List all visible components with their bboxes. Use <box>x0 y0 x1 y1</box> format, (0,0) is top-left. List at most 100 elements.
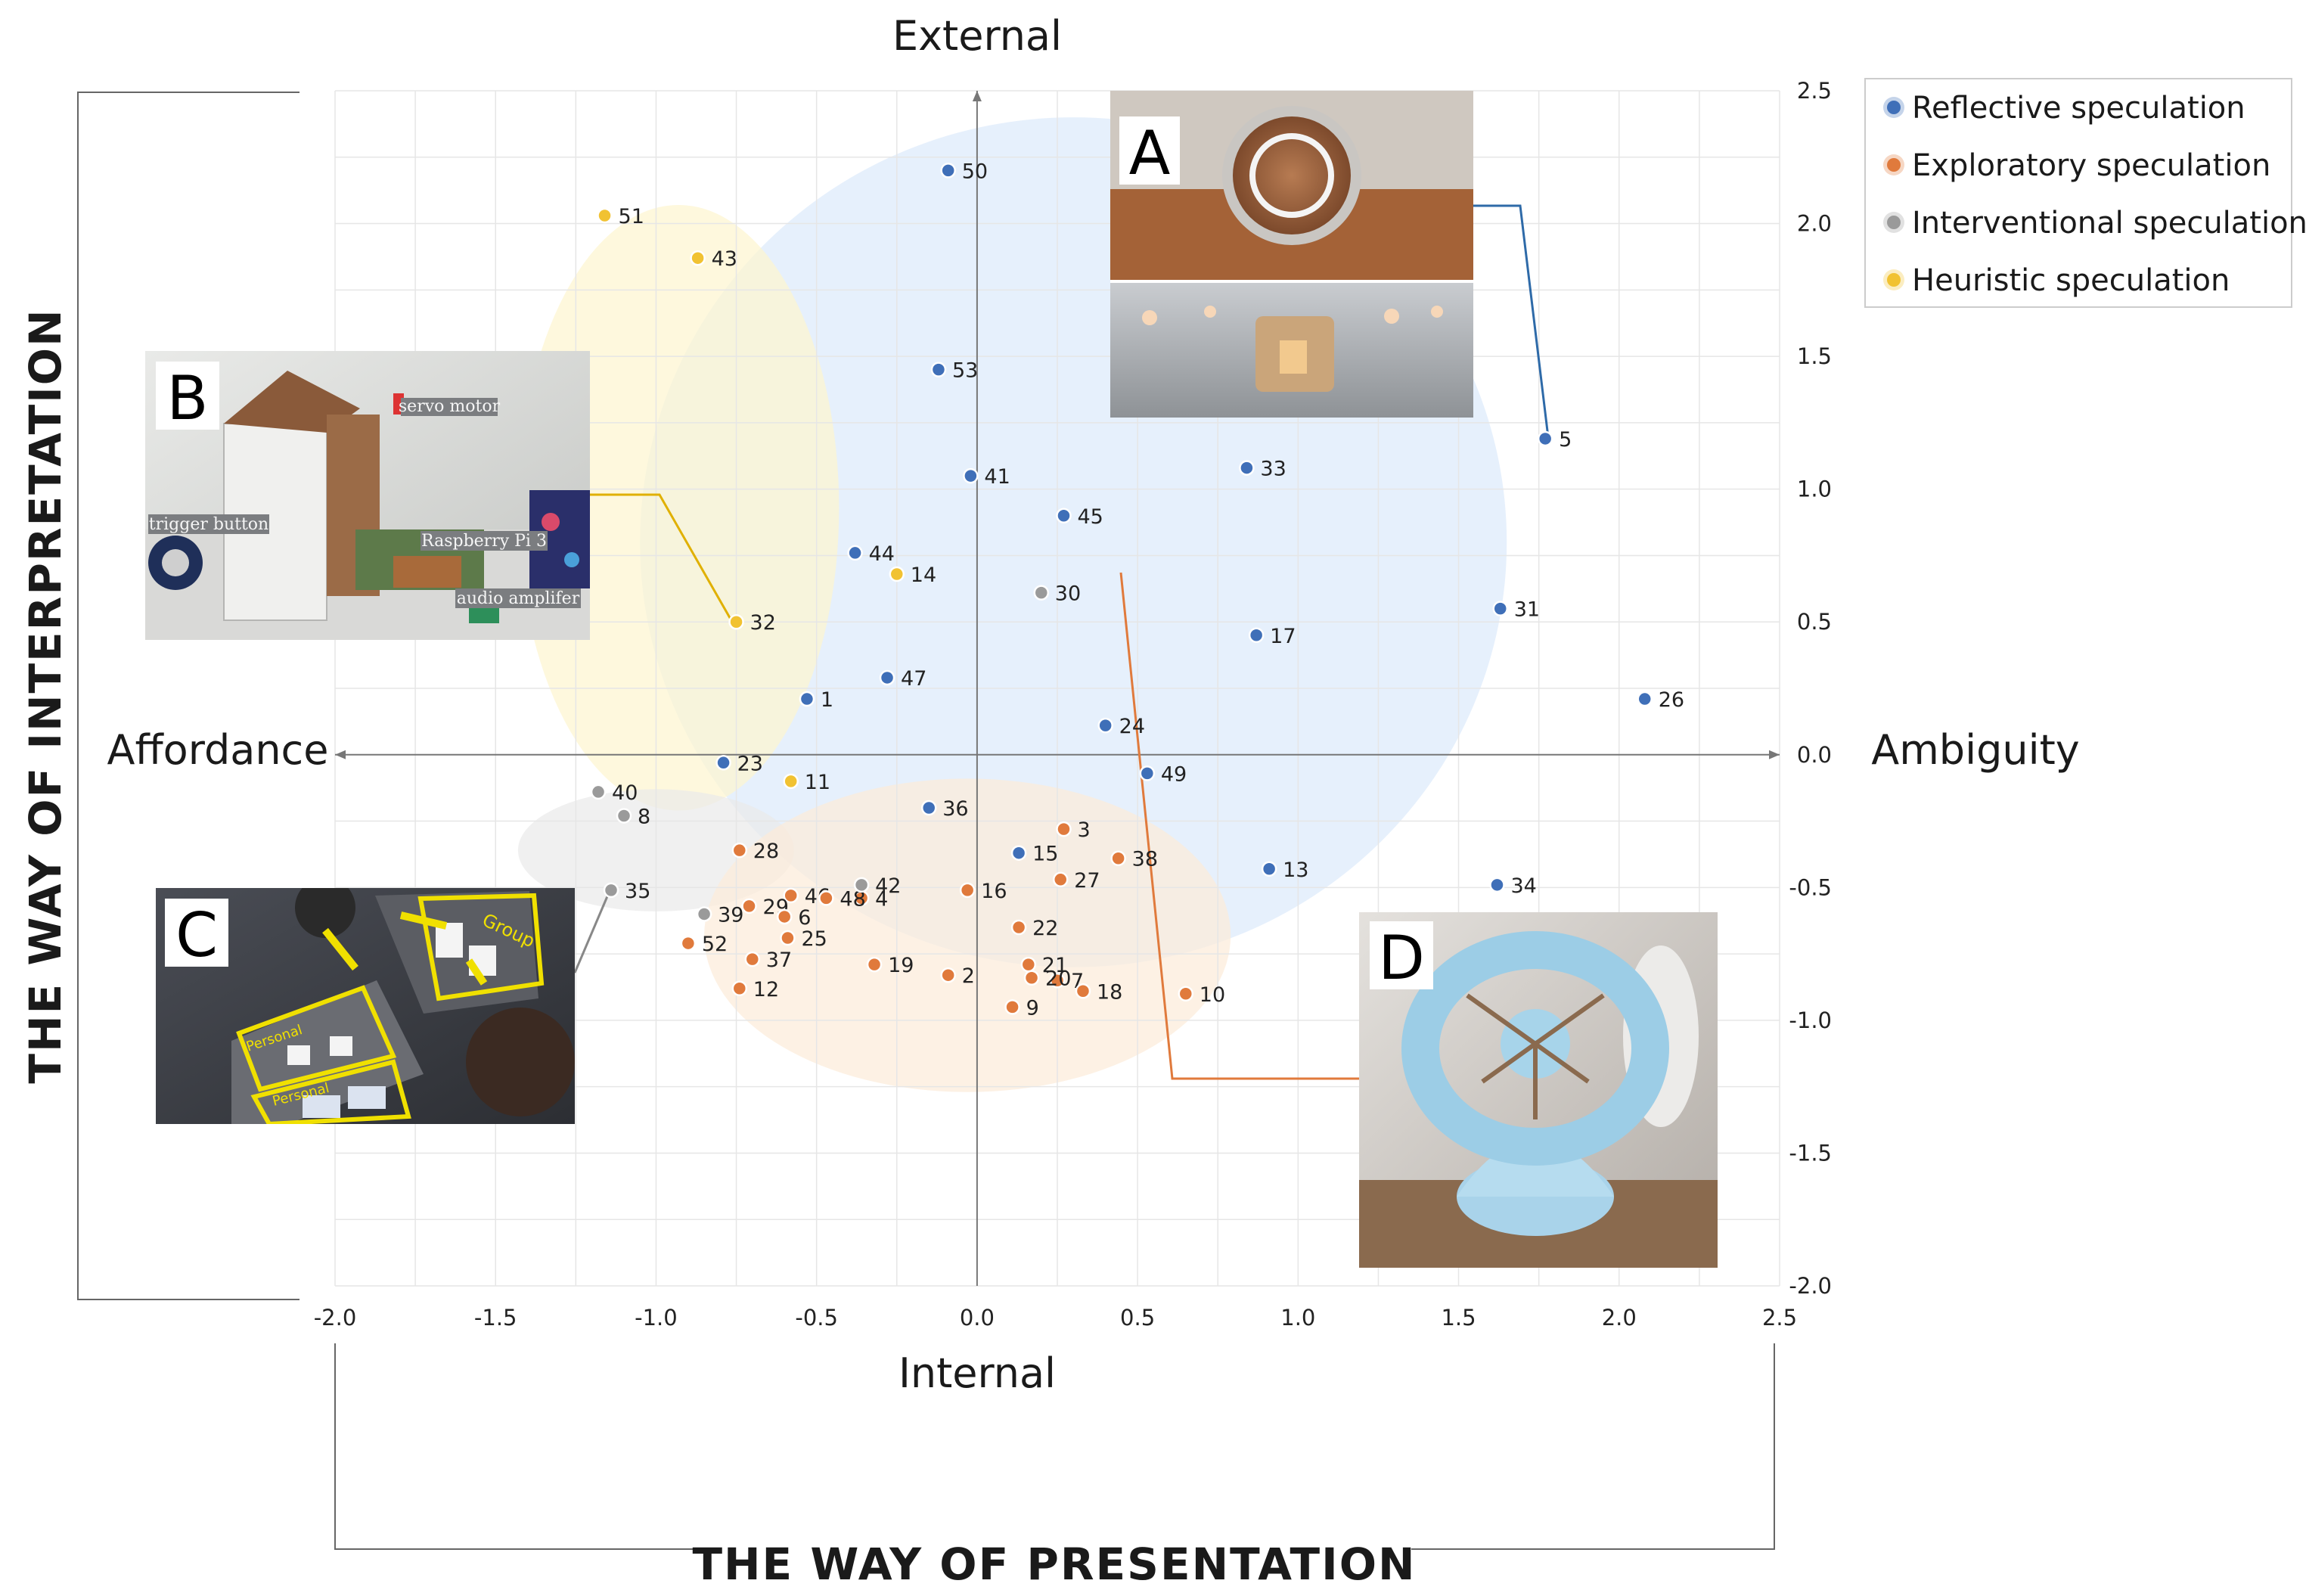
y-tick-label: 1.5 <box>1797 343 1832 369</box>
inset-b-label-trigger: trigger button <box>149 515 268 534</box>
data-point <box>1010 845 1027 861</box>
x-tick-label: -0.5 <box>795 1305 838 1331</box>
data-point <box>818 890 834 906</box>
data-point <box>1020 956 1037 973</box>
data-point-label: 14 <box>911 564 936 587</box>
inset-d-photo <box>1359 912 1718 1268</box>
data-point <box>715 755 731 771</box>
data-point <box>696 906 712 922</box>
y-tick-label: -1.5 <box>1789 1140 1832 1166</box>
inset-c-letter: C <box>175 900 218 970</box>
data-point-label: 52 <box>702 933 728 956</box>
axis-word-top: External <box>892 12 1062 60</box>
x-tick-labels: -2.0 -1.5 -1.0 -0.5 0.0 0.5 1.0 1.5 2.0 2.5 <box>314 1305 1797 1331</box>
data-point-label: 9 <box>1026 996 1039 1020</box>
data-point <box>799 691 815 707</box>
y-tick-label: -1.0 <box>1789 1008 1832 1033</box>
data-point <box>1248 627 1265 644</box>
data-point-label: 30 <box>1055 582 1081 606</box>
data-point-label: 32 <box>750 611 776 635</box>
x-tick-label: 2.5 <box>1762 1305 1797 1331</box>
data-point <box>680 935 697 952</box>
inset-d-letter: D <box>1378 923 1425 993</box>
y-tick-label: -2.0 <box>1789 1273 1832 1299</box>
data-point-label: 17 <box>1270 625 1296 648</box>
data-point <box>853 877 870 893</box>
data-point-label: 31 <box>1514 598 1540 622</box>
data-point-label: 33 <box>1260 458 1286 481</box>
data-point <box>783 887 799 904</box>
data-point <box>776 908 793 925</box>
legend: Reflective speculation Exploratory specul… <box>1864 78 2306 308</box>
data-point-label: 24 <box>1119 715 1145 738</box>
data-point <box>940 163 956 179</box>
legend-marker <box>1887 216 1901 229</box>
axis-brackets <box>77 92 1775 1550</box>
axes <box>335 91 1780 1286</box>
inset-a-divider <box>1110 280 1473 283</box>
data-point-label: 12 <box>753 978 779 1001</box>
data-point <box>1492 601 1508 616</box>
data-point-label: 3 <box>1077 818 1090 842</box>
data-point <box>741 898 757 914</box>
data-point <box>783 773 799 790</box>
axis-word-bottom: Internal <box>899 1349 1056 1397</box>
axis-word-left: Affordance <box>107 726 329 774</box>
data-point <box>963 467 979 484</box>
data-point <box>930 362 947 377</box>
data-point <box>1139 765 1156 781</box>
inset-a-photo <box>1110 91 1473 418</box>
data-point <box>1075 983 1091 999</box>
data-point <box>597 207 613 224</box>
data-point-label: 1 <box>821 688 833 712</box>
data-point-label: 47 <box>901 667 926 691</box>
data-point <box>1178 986 1194 1002</box>
data-point-label: 25 <box>801 927 827 951</box>
data-point-label: 45 <box>1077 505 1103 529</box>
legend-entry: Exploratory speculation <box>1912 148 2270 183</box>
data-point-label: 20 <box>1045 967 1071 991</box>
x-tick-label: 0.0 <box>960 1305 995 1331</box>
data-point <box>731 842 748 859</box>
data-point-label: 37 <box>766 949 792 972</box>
data-point <box>1637 691 1653 707</box>
data-point-label: 19 <box>888 954 914 977</box>
y-tick-label: 0.0 <box>1797 742 1832 768</box>
data-point <box>889 566 905 582</box>
data-point-label: 8 <box>638 806 650 829</box>
data-point-label: 43 <box>712 247 737 271</box>
data-point-label: 26 <box>1659 688 1684 712</box>
data-point <box>1052 871 1069 888</box>
data-point <box>1033 585 1050 601</box>
axis-word-right: Ambiguity <box>1871 726 2079 774</box>
y-tick-label: 1.0 <box>1797 477 1832 502</box>
data-point-label: 23 <box>737 752 763 775</box>
data-point-label: 5 <box>1559 428 1572 452</box>
data-point <box>920 800 937 816</box>
inset-c-letter-box <box>165 899 228 967</box>
ellipse-exploratory <box>704 778 1231 1092</box>
data-point <box>1537 430 1553 447</box>
inset-b-letter: B <box>167 363 209 433</box>
legend-marker <box>1887 101 1901 114</box>
data-point-label: 38 <box>1132 848 1158 871</box>
legend-entry: Heuristic speculation <box>1912 263 2230 298</box>
data-point-label: 39 <box>718 903 743 927</box>
legend-box <box>1864 78 2292 308</box>
x-tick-label: -1.0 <box>635 1305 678 1331</box>
data-point-label: 51 <box>619 205 644 228</box>
x-tick-label: -1.5 <box>474 1305 517 1331</box>
y-axis-arrow <box>972 91 982 101</box>
data-point <box>1004 999 1020 1015</box>
legend-marker <box>1887 273 1901 287</box>
data-point <box>1097 717 1113 734</box>
data-point <box>1056 821 1072 837</box>
data-point-label: 15 <box>1032 843 1058 866</box>
inset-b-letter-box <box>156 362 219 430</box>
data-point-label: 28 <box>753 840 779 863</box>
data-point <box>940 967 956 983</box>
data-point <box>1239 460 1255 476</box>
legend-entry: Interventional speculation <box>1912 206 2306 241</box>
